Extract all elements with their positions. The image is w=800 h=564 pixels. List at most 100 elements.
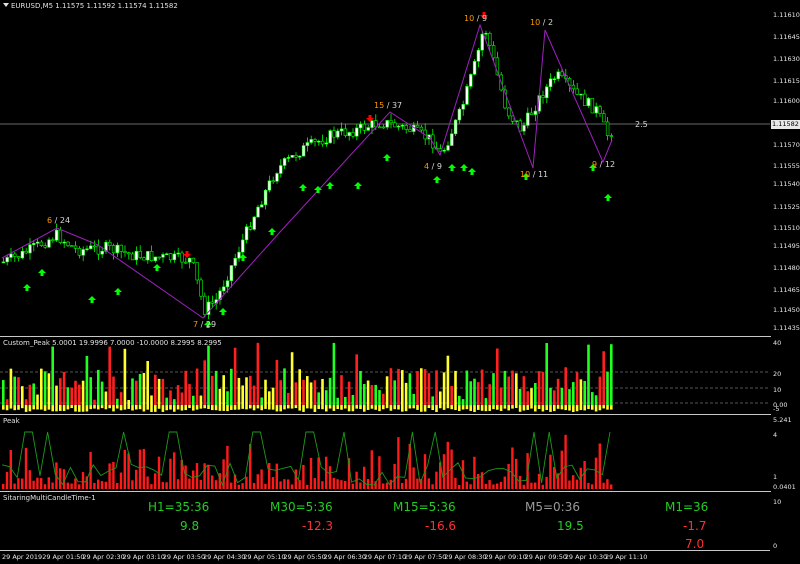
price-tick-label: 1.11600 (773, 97, 800, 105)
zigzag-label: 15 / 37 (374, 101, 402, 110)
candle-body (609, 135, 614, 137)
price-chart-pane[interactable]: EURUSD,M5 1.11575 1.11592 1.11574 1.1158… (0, 0, 770, 336)
peak-neg-bar (503, 405, 507, 409)
peak2-bar (180, 459, 183, 489)
peak2-bar (123, 449, 126, 489)
peak-bar (51, 346, 54, 405)
pane-separator[interactable] (0, 491, 770, 492)
mct-value: -12.3 (302, 519, 334, 533)
peak-bar (5, 399, 9, 405)
peak-title: Peak (3, 417, 20, 425)
peak-neg-bar (465, 405, 469, 410)
peak2-bar (135, 469, 138, 489)
peak-neg-bar (572, 405, 575, 412)
peak2-bar (541, 484, 544, 489)
candle-body (92, 245, 97, 248)
peak-neg-bar (313, 405, 317, 412)
peak-bar (192, 395, 195, 405)
peak-neg-bar (271, 405, 275, 410)
peak2-bar (260, 469, 263, 489)
zigzag-label-pips: 29 (205, 320, 217, 329)
candle-body (548, 78, 553, 88)
candle-body (495, 57, 500, 76)
zigzag-label-separator: / (384, 101, 392, 110)
peak2-bar (480, 472, 484, 489)
peak-bar (161, 378, 165, 405)
peak-neg-bar (492, 405, 495, 410)
peak-neg-bar (541, 405, 545, 412)
peak-bar (89, 377, 92, 405)
zigzag-label-bars: 10 (530, 18, 541, 27)
peak2-bar (606, 479, 609, 489)
candle-body (583, 93, 587, 107)
peak-neg-bar (355, 405, 358, 409)
peak-neg-bar (496, 405, 499, 410)
buy-arrow-icon (448, 164, 456, 171)
peak2-bar (119, 472, 123, 489)
peak-neg-bar (591, 405, 594, 410)
peak-bar (138, 374, 142, 405)
peak2-bar (564, 434, 567, 489)
custom-peak-pane[interactable]: Custom_Peak 5.0001 19.9996 7.0000 -10.00… (0, 337, 770, 414)
peak-neg-bar (606, 405, 609, 410)
peak-bar (556, 378, 560, 405)
buy-arrow-icon (88, 296, 96, 303)
peak-neg-bar (192, 405, 195, 411)
peak2-bar (439, 462, 442, 489)
peak2-bar (43, 484, 47, 489)
peak-neg-bar (321, 405, 324, 410)
peak-bar (382, 393, 385, 405)
peak2-bar (252, 482, 256, 489)
peak-bar (306, 376, 309, 405)
price-axis[interactable]: 1.116451.116301.116151.116001.115851.115… (770, 0, 800, 336)
peak2-bar (309, 457, 313, 489)
peak2-bar (537, 473, 541, 489)
candle-body (533, 110, 538, 115)
peak2-bar (173, 452, 176, 489)
pane-separator[interactable] (0, 336, 770, 337)
custom-peak-histogram (0, 342, 770, 412)
peak2-bar (450, 449, 453, 489)
candle-body (290, 155, 294, 158)
candle-body (560, 71, 564, 76)
peak2-bar (36, 477, 39, 489)
peak2-bar (100, 481, 104, 489)
candle-body (370, 120, 374, 128)
peak-pane[interactable]: Peak (0, 415, 770, 491)
chart-menu-icon[interactable] (3, 3, 9, 7)
buy-arrow-icon (204, 321, 212, 328)
candle-body (586, 98, 591, 107)
price-tick-label: 1.11610 (773, 11, 800, 19)
peak-bar (146, 361, 149, 405)
buy-arrow-icon (299, 184, 307, 191)
peak-bar (165, 397, 168, 405)
candle-body (305, 142, 310, 146)
peak-bar (450, 386, 453, 405)
peak-neg-bar (317, 405, 320, 409)
candle-body (229, 265, 234, 281)
candlestick-chart[interactable] (0, 0, 770, 336)
peak2-bar (461, 460, 465, 489)
candle-body (62, 241, 66, 244)
peak-bar (321, 378, 324, 405)
peak2-bar (24, 447, 28, 489)
peak2-bar (290, 484, 294, 489)
candle-body (324, 142, 329, 145)
peak-bar (579, 379, 583, 405)
peak2-bar (165, 482, 168, 489)
peak-bar (116, 398, 119, 405)
peak-neg-bar (283, 405, 286, 410)
peak-bar (465, 370, 469, 405)
candle-body (298, 155, 302, 158)
peak-bar (142, 372, 146, 405)
peak-bar (541, 372, 545, 405)
peak2-bar (241, 483, 244, 489)
multi-candle-time-pane[interactable]: SitaringMultiCandleTime-1 H1=35:36 9.8 M30… (0, 492, 770, 550)
peak-neg-bar (256, 405, 260, 409)
peak-bar (439, 391, 442, 405)
peak2-bar (374, 481, 377, 489)
peak-bar (218, 388, 222, 405)
pane-separator[interactable] (0, 414, 770, 415)
peak2-bar (332, 477, 335, 489)
